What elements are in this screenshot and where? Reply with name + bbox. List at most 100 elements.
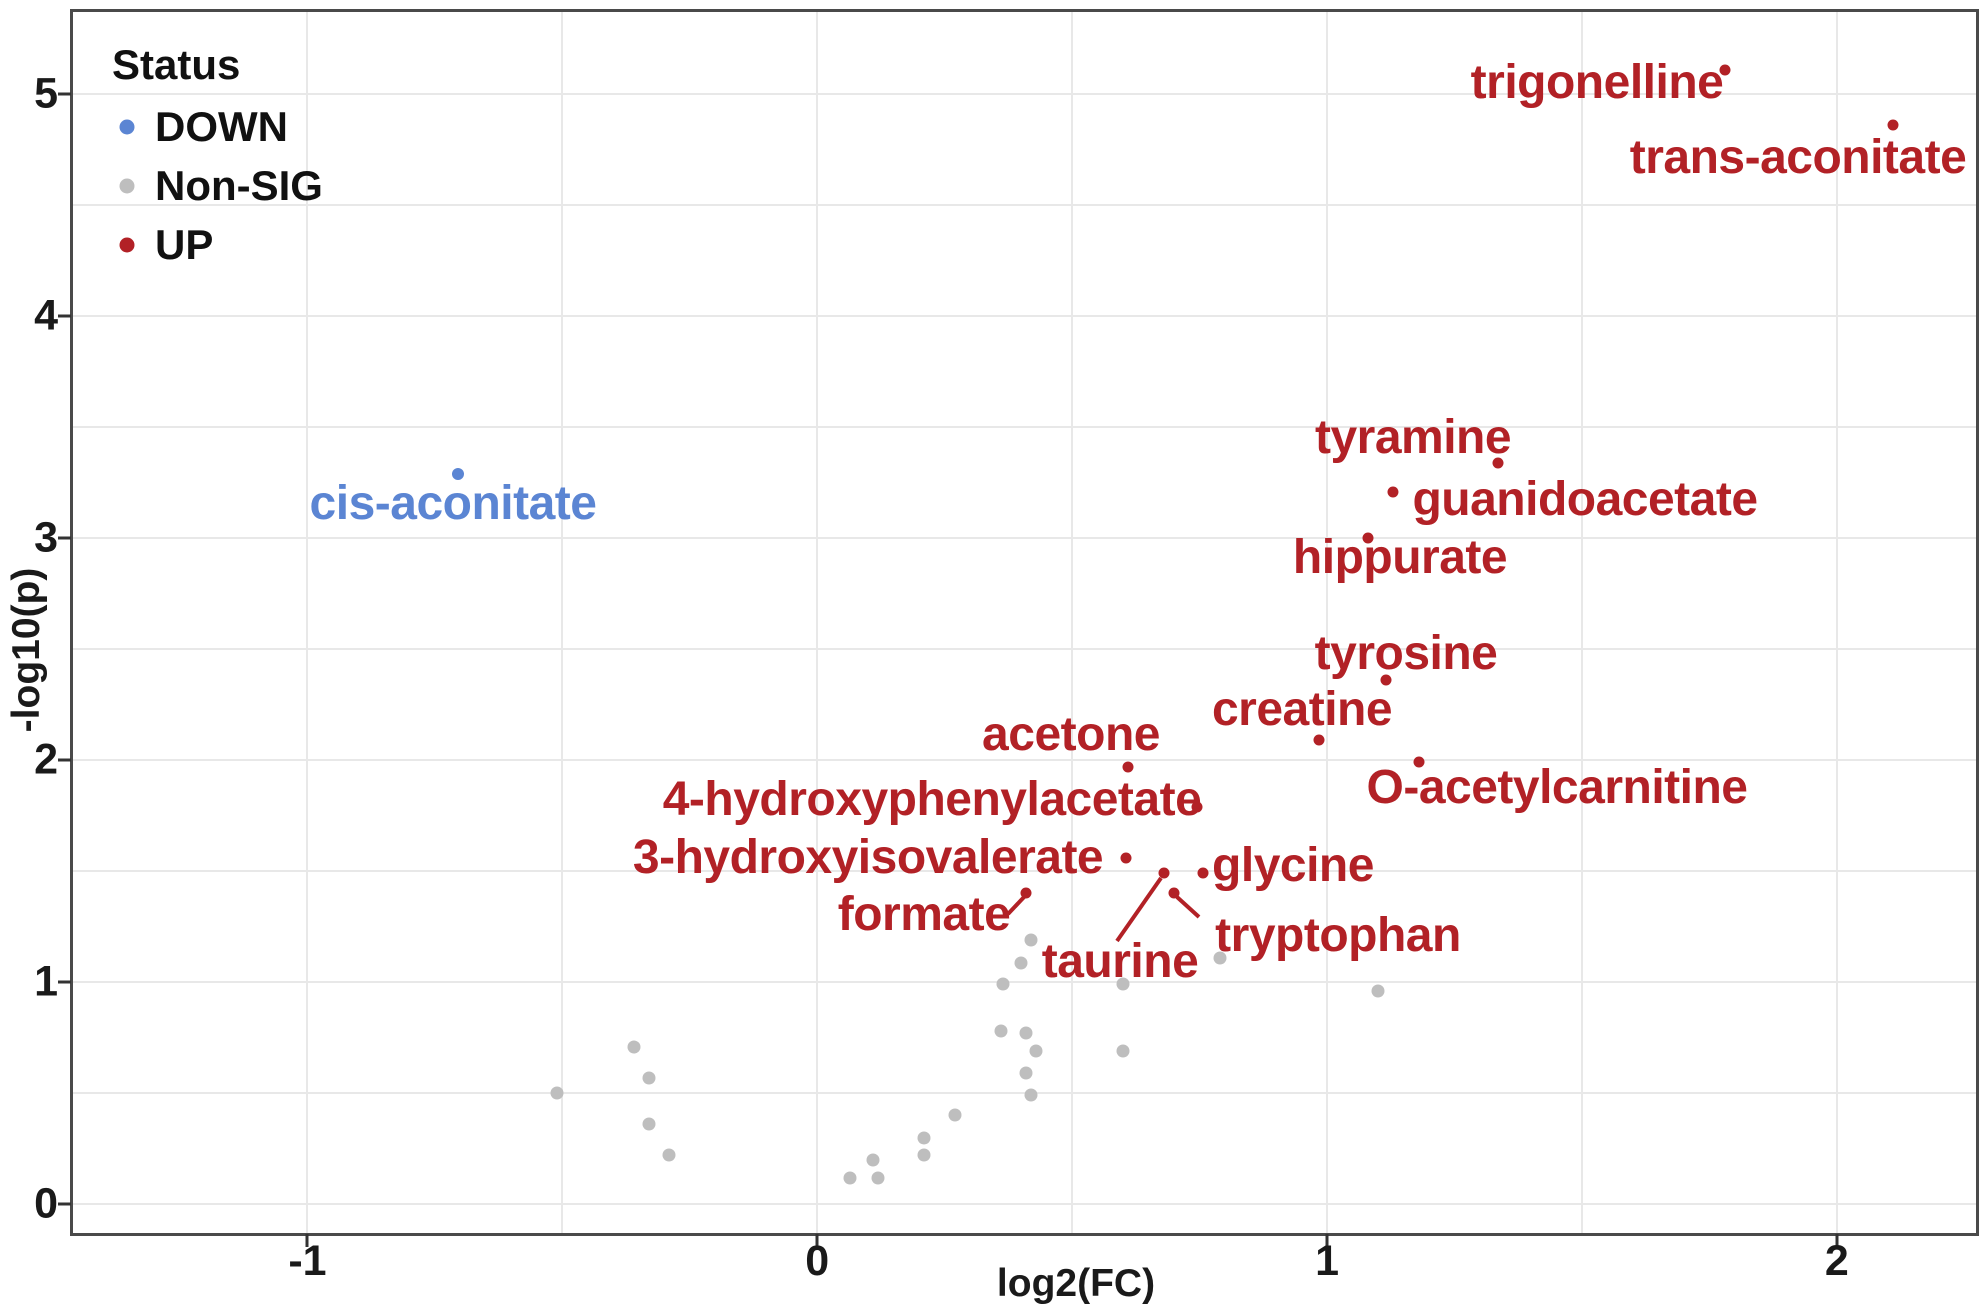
point-label-tryptophan: tryptophan (1215, 909, 1461, 962)
point-label-trigonelline: trigonelline (1470, 56, 1724, 109)
point-tyrosine (1380, 674, 1392, 686)
y-axis-title: -log10(p) (5, 567, 48, 733)
x-tick-label: 2 (1824, 1237, 1849, 1285)
legend-swatch-up-icon (119, 237, 135, 253)
point-non-sig (994, 1024, 1008, 1038)
y-tick-mark (58, 758, 71, 762)
point-label-3-hydroxyisovalerate: 3-hydroxyisovalerate (632, 831, 1104, 884)
point-non-sig (627, 1040, 641, 1054)
legend-swatch-non-sig-icon (119, 178, 135, 194)
point-label-hippurate: hippurate (1292, 531, 1508, 584)
point-non-sig (642, 1117, 656, 1131)
point-label-trans-aconitate: trans-aconitate (1629, 131, 1967, 184)
point-non-sig (1116, 977, 1130, 991)
gridline-horizontal (73, 759, 1977, 762)
point-taurine (1158, 867, 1170, 879)
point-label-taurine: taurine (1041, 935, 1199, 988)
point-label-tyrosine: tyrosine (1314, 627, 1498, 680)
point-3-hydroxyisovalerate (1120, 852, 1132, 864)
point-non-sig (948, 1108, 962, 1122)
point-creatine (1313, 734, 1325, 746)
point-non-sig (1024, 1088, 1038, 1102)
point-tryptophan (1168, 887, 1180, 899)
x-tick-mark (305, 1234, 309, 1247)
legend-label-non-sig: Non-SIG (155, 162, 323, 209)
gridline-horizontal (73, 648, 1977, 651)
x-axis-title: log2(FC) (996, 1262, 1156, 1305)
point-4-hydroxyphenylacetate (1191, 801, 1203, 813)
point-label-cis-aconitate: cis-aconitate (309, 477, 597, 530)
point-non-sig (996, 977, 1010, 991)
y-tick-label: 5 (34, 69, 58, 118)
point-non-sig (1116, 1044, 1130, 1058)
point-non-sig (1014, 956, 1028, 970)
y-tick-label: 2 (34, 735, 58, 784)
gridline-vertical (1326, 12, 1329, 1233)
point-label-tyramine: tyramine (1314, 411, 1512, 464)
y-tick-mark (58, 92, 71, 96)
point-non-sig (662, 1148, 676, 1162)
y-tick-mark (58, 980, 71, 984)
gridline-horizontal (73, 204, 1977, 207)
gridline-vertical (1835, 12, 1838, 1233)
legend-label-down: DOWN (155, 103, 288, 150)
gridline-horizontal (73, 537, 1977, 540)
gridline-horizontal (73, 1203, 1977, 1206)
point-non-sig (1213, 951, 1227, 965)
legend-title: Status (112, 41, 241, 88)
gridline-vertical (1071, 12, 1074, 1233)
y-tick-mark (58, 314, 71, 318)
gridline-horizontal (73, 93, 1977, 96)
gridline-vertical (1580, 12, 1583, 1233)
point-non-sig (866, 1153, 880, 1167)
x-tick-label: -1 (288, 1237, 327, 1285)
point-non-sig (550, 1086, 564, 1100)
point-trigonelline (1719, 64, 1731, 76)
point-formate (1020, 887, 1032, 899)
point-O-acetylcarnitine (1413, 756, 1425, 768)
point-non-sig (917, 1148, 931, 1162)
point-cis-aconitate (451, 467, 464, 480)
point-non-sig (1019, 1066, 1033, 1080)
plot-border (70, 9, 1979, 1236)
x-tick-mark (1835, 1234, 1839, 1247)
gridline-horizontal (73, 315, 1977, 318)
legend-label-up: UP (155, 221, 214, 268)
point-guanidoacetate (1387, 486, 1399, 498)
point-non-sig (642, 1071, 656, 1085)
point-non-sig (1024, 933, 1038, 947)
gridline-horizontal (73, 981, 1977, 984)
point-tyramine (1492, 457, 1504, 469)
y-tick-label: 1 (34, 957, 58, 1006)
y-tick-label: 0 (34, 1179, 58, 1228)
point-label-guanidoacetate: guanidoacetate (1412, 473, 1758, 526)
x-tick-mark (1325, 1234, 1329, 1247)
point-label-acetone: acetone (982, 708, 1160, 761)
point-label-formate: formate (837, 888, 1011, 941)
x-tick-label: 1 (1315, 1237, 1339, 1285)
gridline-vertical (306, 12, 309, 1233)
x-tick-mark (815, 1234, 819, 1247)
gridline-horizontal (73, 870, 1977, 873)
gridline-vertical (561, 12, 564, 1233)
point-non-sig (871, 1171, 885, 1184)
point-acetone (1122, 761, 1134, 773)
point-label-O-acetylcarnitine: O-acetylcarnitine (1366, 761, 1748, 814)
point-glycine (1197, 867, 1209, 879)
point-label-creatine: creatine (1211, 683, 1393, 736)
x-tick-label: 0 (805, 1237, 830, 1285)
point-label-4-hydroxyphenylacetate: 4-hydroxyphenylacetate (662, 773, 1202, 826)
point-non-sig (1371, 984, 1385, 998)
y-tick-label: 3 (34, 513, 58, 562)
y-tick-label: 4 (34, 291, 58, 340)
point-non-sig (1019, 1026, 1033, 1040)
y-tick-mark (58, 1202, 71, 1206)
point-non-sig (843, 1171, 857, 1184)
point-hippurate (1362, 532, 1374, 544)
legend-swatch-down-icon (119, 119, 135, 135)
point-non-sig (1029, 1044, 1043, 1058)
gridline-vertical (816, 12, 819, 1233)
point-non-sig (917, 1131, 931, 1145)
gridline-horizontal (73, 426, 1977, 429)
